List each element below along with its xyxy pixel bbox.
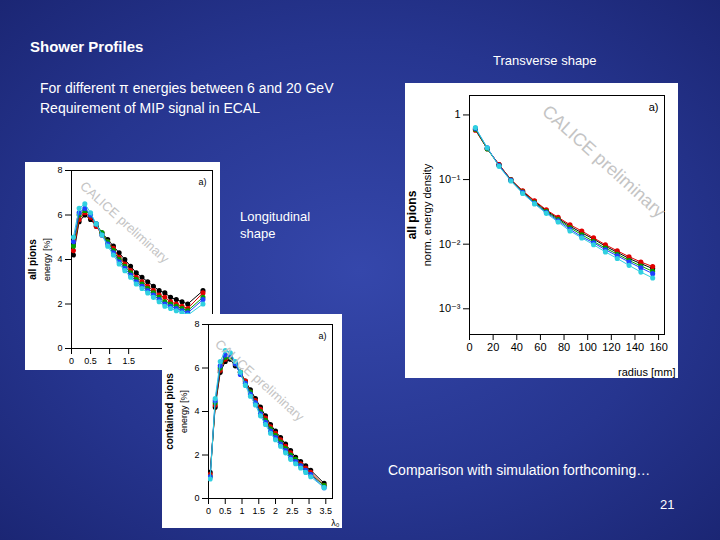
- svg-text:0: 0: [57, 343, 62, 353]
- svg-text:contained pions: contained pions: [164, 373, 175, 450]
- svg-text:2.5: 2.5: [286, 506, 299, 516]
- svg-text:CALICE preliminary: CALICE preliminary: [212, 336, 307, 424]
- svg-text:1: 1: [240, 506, 245, 516]
- svg-text:8: 8: [194, 319, 199, 329]
- html-text:Requirement of MIP signal in E: Requirement of MIP signal in ECAL: [40, 100, 260, 116]
- svg-text:1: 1: [454, 108, 460, 120]
- svg-text:20: 20: [487, 341, 499, 353]
- svg-text:a): a): [318, 331, 326, 341]
- svg-text:80: 80: [558, 341, 570, 353]
- svg-text:energy [%]: energy [%]: [179, 390, 189, 433]
- svg-text:100: 100: [579, 341, 597, 353]
- svg-text:2: 2: [194, 450, 199, 460]
- svg-text:160: 160: [649, 341, 667, 353]
- html-text:Longitudinal shape: Longitudinal shape: [240, 209, 311, 241]
- svg-text:λ₀: λ₀: [331, 518, 340, 528]
- svg-text:0: 0: [194, 493, 199, 503]
- svg-text:2: 2: [273, 506, 278, 516]
- svg-text:1: 1: [107, 356, 112, 366]
- svg-text:1.5: 1.5: [253, 506, 266, 516]
- svg-text:0: 0: [466, 341, 472, 353]
- svg-text:4: 4: [194, 406, 199, 416]
- svg-text:6: 6: [194, 363, 199, 373]
- html-text:For different π energies betwe: For different π energies between 6 and 2…: [40, 80, 334, 96]
- svg-text:60: 60: [534, 341, 546, 353]
- svg-text:120: 120: [602, 341, 620, 353]
- html-text:Comparison with simulation for: Comparison with simulation forthcoming…: [388, 462, 651, 478]
- svg-text:0.5: 0.5: [219, 506, 232, 516]
- svg-text:8: 8: [57, 165, 62, 175]
- svg-text:6: 6: [57, 210, 62, 220]
- svg-text:a): a): [198, 177, 206, 187]
- svg-text:10⁻²: 10⁻²: [439, 238, 461, 250]
- svg-text:4: 4: [57, 254, 62, 264]
- svg-text:all pions: all pions: [405, 190, 419, 239]
- svg-text:a): a): [649, 101, 659, 113]
- svg-text:10⁻³: 10⁻³: [439, 302, 461, 314]
- svg-text:radius [mm]: radius [mm]: [618, 366, 675, 378]
- svg-text:10⁻¹: 10⁻¹: [439, 173, 461, 185]
- svg-text:norm. energy density: norm. energy density: [421, 163, 433, 266]
- html-text:Transverse shape: Transverse shape: [493, 53, 597, 68]
- svg-text:energy [%]: energy [%]: [42, 238, 52, 281]
- svg-text:3: 3: [307, 506, 312, 516]
- svg-text:2: 2: [57, 299, 62, 309]
- svg-text:0: 0: [69, 356, 74, 366]
- svg-text:CALICE preliminary: CALICE preliminary: [77, 178, 172, 266]
- html-text:Shower Profiles: Shower Profiles: [30, 38, 144, 55]
- svg-text:all pions: all pions: [27, 239, 38, 280]
- svg-text:140: 140: [626, 341, 644, 353]
- svg-text:0: 0: [206, 506, 211, 516]
- svg-text:3.5: 3.5: [320, 506, 333, 516]
- html-text:21: 21: [660, 497, 675, 512]
- svg-text:1.5: 1.5: [122, 356, 135, 366]
- svg-text:40: 40: [511, 341, 523, 353]
- svg-text:CALICE preliminary: CALICE preliminary: [538, 101, 669, 222]
- svg-text:0.5: 0.5: [84, 356, 97, 366]
